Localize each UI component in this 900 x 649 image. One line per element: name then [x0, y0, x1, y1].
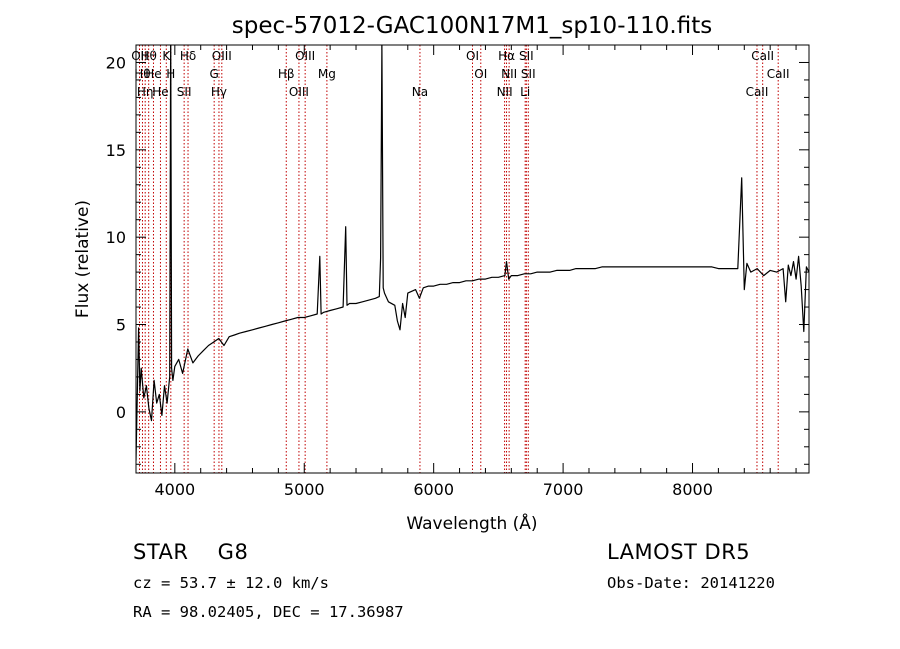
line-label: Mg	[318, 67, 336, 81]
x-tick-label: 4000	[154, 480, 195, 499]
line-label: SII	[521, 67, 536, 81]
line-label: Na	[412, 85, 428, 99]
y-tick-label: 5	[116, 316, 126, 335]
line-label: He	[145, 67, 161, 81]
line-label: Li	[520, 85, 530, 99]
x-tick-label: 7000	[543, 480, 584, 499]
x-tick-label: 6000	[413, 480, 454, 499]
chart-title: spec-57012-GAC100N17M1_sp10-110.fits	[232, 13, 712, 39]
line-label: SII	[177, 85, 192, 99]
line-label: Hβ	[278, 67, 295, 81]
x-tick-label: 5000	[284, 480, 325, 499]
emission-line-markers	[138, 45, 779, 473]
line-label: OIII	[212, 49, 232, 63]
line-label: G	[210, 67, 219, 81]
spectral-class: STAR G8	[133, 540, 248, 564]
axis-ticks: 4000 5000 6000 7000 8000 0 5 10 15 20	[106, 44, 809, 499]
line-label: NII	[501, 67, 517, 81]
line-label: Hη	[137, 85, 154, 99]
line-label: OIII	[289, 85, 309, 99]
y-tick-label: 15	[106, 141, 126, 160]
spectrum-line	[136, 45, 809, 461]
y-tick-label: 0	[116, 403, 126, 422]
x-tick-label: 8000	[672, 480, 713, 499]
line-label: NII	[497, 85, 513, 99]
line-label: He	[152, 85, 168, 99]
line-label: CaII	[751, 49, 774, 63]
line-label: OI	[474, 67, 487, 81]
y-tick-label: 10	[106, 228, 126, 247]
observation-date: Obs-Date: 20141220	[607, 574, 775, 592]
line-label: Hθ	[140, 49, 156, 63]
line-label: OII	[131, 49, 148, 63]
redshift-velocity: cz = 53.7 ± 12.0 km/s	[133, 574, 329, 592]
line-label: Hα	[498, 49, 515, 63]
subclass-label: G8	[217, 540, 249, 564]
line-label: OIII	[295, 49, 315, 63]
spectrum-series	[136, 45, 809, 461]
line-label: Hδ	[180, 49, 196, 63]
line-label: CaII	[746, 85, 769, 99]
emission-line-labels: OIIHθHηHθHeHeKHSIIHδGHγOIIIHβOIIIOIIIMgN…	[131, 49, 789, 99]
class-label: STAR	[133, 540, 189, 564]
y-tick-label: 20	[106, 53, 126, 72]
line-label: Hγ	[211, 85, 227, 99]
line-label: SII	[519, 49, 534, 63]
survey-name: LAMOST DR5	[607, 540, 751, 564]
line-label: OI	[466, 49, 479, 63]
x-axis-label: Wavelength (Å)	[406, 512, 537, 534]
coordinates: RA = 98.02405, DEC = 17.36987	[133, 603, 404, 621]
line-label: K	[162, 49, 171, 63]
y-axis-label: Flux (relative)	[73, 200, 93, 318]
line-label: Hθ	[134, 67, 150, 81]
plot-frame	[135, 44, 810, 474]
line-label: CaII	[767, 67, 790, 81]
